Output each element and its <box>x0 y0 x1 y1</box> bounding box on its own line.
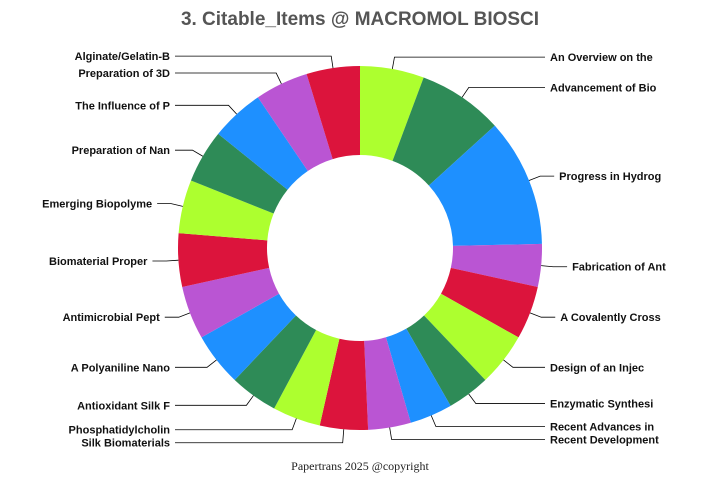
leader-line <box>175 418 297 431</box>
slice-label: Biomaterial Proper <box>49 256 148 268</box>
pie-slice <box>360 66 424 161</box>
slice-label: A Covalently Cross <box>560 312 660 324</box>
slice-label: Recent Advances in <box>550 422 654 434</box>
leader-line <box>529 312 556 318</box>
pie-slice <box>178 233 270 287</box>
leader-line <box>389 427 545 440</box>
leader-line <box>157 203 183 207</box>
slice-label: Preparation of Nan <box>72 145 171 157</box>
pie-slice <box>306 66 360 160</box>
slice-label: Recent Development <box>550 435 659 447</box>
leader-line <box>175 395 254 406</box>
slice-label: The Influence of P <box>75 100 170 112</box>
pie-slice <box>234 315 317 409</box>
leader-line <box>430 415 545 427</box>
pie-slice <box>364 337 411 430</box>
pie-slice <box>190 133 288 214</box>
leader-line <box>175 72 282 85</box>
slice-label: Progress in Hydrog <box>559 171 661 183</box>
leader-line <box>175 104 237 115</box>
pie-slice <box>450 243 542 287</box>
leader-line <box>391 56 545 69</box>
leader-line <box>175 359 217 368</box>
copyright-footer: Papertrans 2025 @copyright <box>291 459 429 473</box>
slice-label: An Overview on the <box>550 52 653 64</box>
leader-line <box>461 87 545 98</box>
pie-slice <box>319 338 369 430</box>
pie-slice <box>406 315 486 406</box>
pie-slice <box>428 125 542 246</box>
leader-lines-group <box>152 55 568 444</box>
pie-slice <box>218 97 308 190</box>
leader-line <box>152 259 179 262</box>
leader-line <box>175 55 334 69</box>
slice-label: Antimicrobial Pept <box>63 312 161 324</box>
leader-line <box>503 359 545 368</box>
slice-label: Antioxidant Silk F <box>77 400 170 412</box>
leader-line <box>468 393 545 404</box>
slice-label: Alginate/Gelatin-B <box>75 51 170 63</box>
slice-label: Design of an Injec <box>550 362 644 374</box>
slice-label: Preparation of 3D <box>78 68 170 80</box>
pie-slice <box>257 74 333 172</box>
leader-line <box>528 175 555 181</box>
pie-slice <box>440 267 538 338</box>
leader-line <box>175 429 345 444</box>
pie-slice <box>182 267 280 338</box>
leader-line <box>541 265 568 268</box>
pie-slice <box>201 293 296 381</box>
slice-label: Emerging Biopolyme <box>42 199 152 211</box>
pie-slice <box>424 293 519 381</box>
slice-label: Fabrication of Ant <box>572 262 666 274</box>
leader-line <box>175 149 204 157</box>
slice-label: Enzymatic Synthesi <box>550 399 653 411</box>
leader-line <box>164 312 191 318</box>
pie-slice <box>274 329 340 426</box>
chart-title: 3. Citable_Items @ MACROMOL BIOSCI <box>181 9 539 30</box>
slice-label: Phosphatidylcholin <box>69 425 171 437</box>
slice-labels-group: An Overview on the Advancement of Bio Prog… <box>42 51 666 450</box>
pie-slice <box>178 180 274 241</box>
pie-slice <box>392 77 495 186</box>
slice-label: A Polyaniline Nano <box>71 362 171 374</box>
pie-slice <box>385 328 451 423</box>
slice-label: Silk Biomaterials <box>81 438 170 450</box>
slices-group <box>178 66 542 430</box>
slice-label: Advancement of Bio <box>550 82 657 94</box>
